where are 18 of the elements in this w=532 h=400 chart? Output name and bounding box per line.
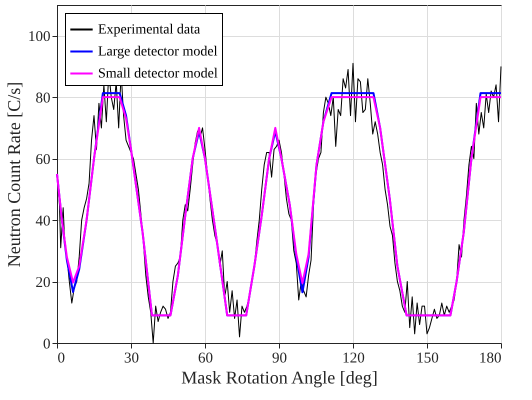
x-tick-label: 30: [124, 350, 139, 366]
y-tick-label: 80: [36, 90, 50, 107]
x-tick-label: 60: [198, 350, 213, 366]
y-tick-label: 60: [36, 152, 50, 168]
y-axis-title: Neutron Count Rate [C/s]: [4, 82, 24, 268]
x-tick-label: 150: [416, 350, 439, 366]
legend-label: Large detector model: [98, 44, 218, 60]
x-axis-title: Mask Rotation Angle [deg]: [181, 368, 378, 388]
x-tick-label: 180: [479, 350, 502, 366]
y-tick-label: 40: [36, 214, 50, 230]
y-tick-label: 20: [36, 275, 50, 292]
y-tick-label: 100: [28, 29, 50, 46]
legend-label: Experimental data: [98, 22, 202, 38]
y-tick-label: 0: [43, 336, 50, 352]
x-tick-label: 120: [342, 350, 365, 366]
legend-label: Small detector model: [98, 66, 218, 82]
x-tick-label: 0: [58, 350, 65, 366]
x-tick-label: 90: [272, 350, 287, 366]
